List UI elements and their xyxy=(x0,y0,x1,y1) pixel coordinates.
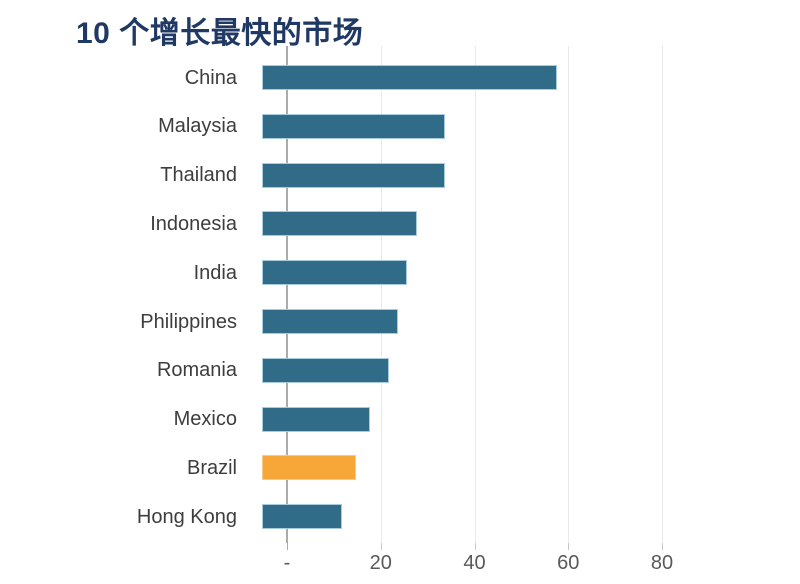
bar xyxy=(262,260,408,286)
bar-row: Mexico xyxy=(0,395,757,444)
bar-row: China xyxy=(0,53,757,102)
x-tick-mark xyxy=(662,543,663,550)
gridline xyxy=(662,46,663,543)
bar xyxy=(262,406,370,432)
bar xyxy=(262,211,417,237)
x-tick-mark xyxy=(474,543,476,550)
bar-chart: - 20 40 60 80 China Malaysia Thailand Indonesia… xyxy=(0,46,800,584)
x-tick-mark xyxy=(568,543,570,550)
x-tick-mark xyxy=(287,543,288,550)
bar-row: Brazil xyxy=(0,443,757,492)
x-tick-mark xyxy=(380,543,382,550)
y-axis-line xyxy=(286,46,288,543)
bar-row: Hong Kong xyxy=(0,492,757,541)
bar-row: Philippines xyxy=(0,297,757,346)
bar xyxy=(262,162,445,188)
category-label: Malaysia xyxy=(158,115,237,138)
bar xyxy=(262,309,398,334)
bar xyxy=(262,357,389,383)
gridline xyxy=(380,46,382,543)
plot-area: - 20 40 60 80 xyxy=(284,46,757,574)
category-label: Hong Kong xyxy=(136,505,237,528)
gridline xyxy=(474,46,476,543)
category-label: Romania xyxy=(156,359,237,382)
x-tick-label: 40 xyxy=(463,552,486,574)
gridline xyxy=(568,46,570,543)
highlighted-bar xyxy=(262,455,356,481)
category-label: Indonesia xyxy=(150,212,237,235)
category-label: Thailand xyxy=(160,164,237,187)
category-label: India xyxy=(193,261,237,284)
category-label: Brazil xyxy=(186,456,237,479)
bar-row: Malaysia xyxy=(0,102,757,151)
bar-row: Indonesia xyxy=(0,199,757,248)
category-label: Mexico xyxy=(173,408,237,431)
x-tick-label: - xyxy=(283,552,291,574)
bar xyxy=(262,504,342,530)
bar xyxy=(262,113,445,139)
chart-title: 10 个增长最快的市场 xyxy=(76,17,364,50)
x-tick-label: 60 xyxy=(557,552,580,574)
category-label: China xyxy=(184,66,237,89)
bar-row: Romania xyxy=(0,346,757,395)
bar-row: Thailand xyxy=(0,151,757,200)
x-tick-label: 20 xyxy=(369,552,392,574)
bar-row: India xyxy=(0,248,757,297)
category-label: Philippines xyxy=(140,310,237,333)
bar xyxy=(262,65,558,90)
x-tick-label: 80 xyxy=(650,552,674,574)
bar-rows: China Malaysia Thailand Indonesia India Phili… xyxy=(0,53,757,541)
